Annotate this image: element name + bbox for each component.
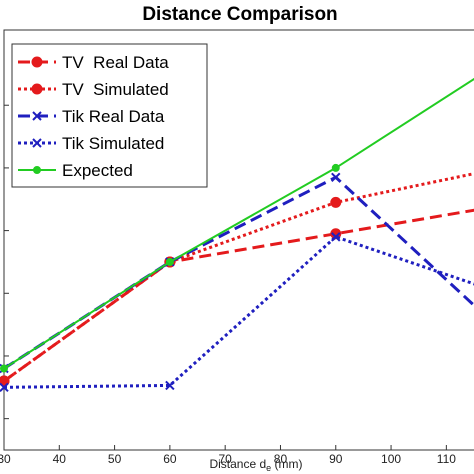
x-tick-label-110: 110: [437, 452, 456, 466]
legend-label-2: Tik Real Data: [62, 107, 165, 126]
plot-area: [3, 29, 474, 451]
series-1-point-2: [330, 196, 342, 208]
x-tick-label-70: 70: [218, 452, 232, 466]
plot-border: [3, 29, 474, 451]
x-tick-label-30: 30: [0, 452, 11, 466]
legend-label-0: TV Real Data: [62, 53, 169, 72]
series-2: [0, 172, 474, 374]
axis-ticks: 30 40 50 60 70 80 90 100 110: [0, 104, 456, 466]
series-line-1: [3, 172, 474, 383]
legend-marker-1: [31, 83, 43, 95]
legend-marker-2: [32, 111, 42, 121]
chart-title: Distance Comparison: [142, 4, 337, 25]
x-tick-label-50: 50: [108, 452, 122, 466]
x-axis-label: Distance de (mm): [209, 457, 302, 473]
x-tick-label-100: 100: [381, 452, 401, 466]
legend-label-3: Tik Simulated: [62, 134, 164, 153]
legend-marker-4: [33, 166, 41, 174]
x-axis-label-subscript: e: [266, 463, 271, 473]
x-tick-label-90: 90: [329, 452, 343, 466]
x-axis-label-main: Distance d: [209, 457, 266, 471]
series-3: [0, 232, 474, 393]
series-line-2: [3, 175, 474, 370]
x-tick-label-40: 40: [53, 452, 67, 466]
legend-label-1: TV Simulated: [62, 80, 169, 99]
series-4-point-0: [0, 364, 8, 373]
series-line-0: [3, 208, 474, 383]
legend: TV Real Data TV Simulated Tik Real Data Tik…: [11, 43, 208, 188]
legend-marker-3: [32, 138, 42, 148]
x-tick-label-60: 60: [163, 452, 177, 466]
series-3-point-0: [0, 382, 9, 393]
series-line-3: [3, 235, 474, 389]
series-1: [0, 172, 474, 387]
x-tick-label-80: 80: [274, 452, 288, 466]
legend-label-4: Expected: [62, 161, 133, 180]
series-line-4: [3, 77, 474, 370]
series-4-point-1: [165, 257, 174, 266]
series-2-point-2: [331, 172, 341, 183]
legend-marker-0: [31, 56, 43, 68]
x-axis-label-unit: (mm): [271, 457, 302, 471]
series-4: [0, 77, 474, 373]
series-3-point-2: [331, 232, 341, 242]
series-4-point-2: [331, 163, 340, 172]
series-layer: [0, 77, 474, 393]
series-3-point-1: [165, 380, 175, 391]
